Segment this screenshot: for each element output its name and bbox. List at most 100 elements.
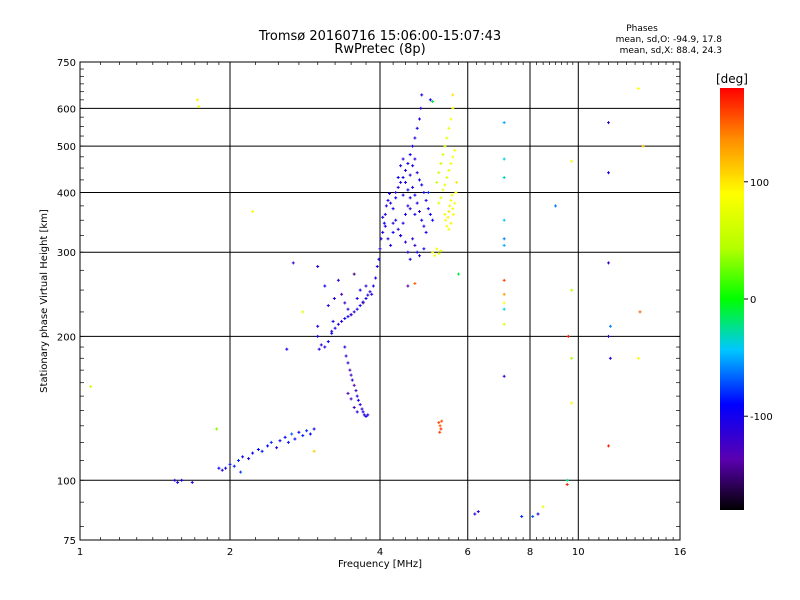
data-point — [384, 204, 388, 208]
data-point — [406, 188, 410, 192]
data-point — [450, 193, 454, 197]
data-point — [641, 144, 645, 148]
data-point — [424, 198, 428, 202]
data-point — [447, 126, 451, 130]
data-point — [502, 301, 506, 305]
data-point — [364, 414, 368, 418]
data-point — [364, 297, 368, 300]
data-point — [502, 374, 506, 378]
data-point — [352, 383, 356, 387]
data-point — [406, 162, 410, 165]
stats-line-x: mean, sd,X: 88.4, 24.3 — [620, 46, 722, 56]
data-point — [411, 164, 415, 168]
data-point — [378, 247, 382, 251]
data-point — [420, 183, 424, 187]
data-point — [422, 224, 426, 228]
data-point — [215, 427, 219, 431]
data-point — [269, 440, 273, 444]
x-axis-label: Frequency [MHz] — [338, 559, 422, 570]
data-point — [349, 397, 353, 401]
data-point — [176, 480, 180, 484]
data-point — [415, 250, 419, 254]
data-point — [361, 410, 365, 414]
data-point — [344, 354, 348, 358]
chart-title: Tromsø 20160716 15:06:00-15:07:43 — [258, 29, 501, 44]
data-point — [554, 204, 557, 208]
data-point — [502, 157, 506, 161]
data-point — [355, 410, 359, 414]
stats-line-o: mean, sd,O: -94.9, 17.8 — [616, 35, 723, 45]
data-point — [379, 237, 383, 241]
data-points — [89, 87, 645, 518]
data-point — [502, 292, 506, 296]
data-point — [451, 93, 455, 97]
data-point — [374, 276, 378, 280]
data-point — [275, 446, 279, 450]
data-point — [431, 100, 435, 103]
data-point — [386, 237, 390, 241]
data-point — [608, 356, 612, 360]
data-point — [312, 449, 316, 453]
plot-frame — [79, 61, 681, 541]
data-point — [444, 218, 448, 222]
data-point — [232, 464, 236, 468]
colorbar — [720, 88, 744, 510]
data-point — [408, 173, 412, 177]
data-point — [608, 324, 612, 328]
data-point — [350, 378, 354, 382]
data-point — [401, 176, 405, 179]
data-point — [343, 317, 347, 320]
y-tick-label: 400 — [57, 188, 76, 199]
colorbar-ticks: 100 0 -100 — [744, 178, 773, 423]
data-point — [415, 171, 419, 175]
data-point — [366, 413, 370, 417]
data-point — [346, 361, 350, 365]
data-point — [413, 212, 417, 216]
data-point — [368, 290, 372, 294]
data-point — [448, 204, 452, 208]
data-point — [316, 334, 320, 338]
data-point — [301, 434, 305, 438]
data-point — [413, 157, 417, 161]
data-point — [293, 437, 297, 441]
data-point — [399, 164, 403, 168]
data-point — [426, 191, 430, 194]
data-point — [520, 515, 524, 518]
data-point — [382, 221, 386, 225]
data-point — [570, 356, 574, 360]
data-point — [439, 427, 443, 431]
y-tick-label: 750 — [57, 58, 76, 69]
data-point — [316, 265, 320, 268]
data-point — [340, 292, 344, 296]
data-point — [326, 340, 330, 344]
data-point — [394, 196, 398, 200]
data-point — [366, 293, 370, 297]
data-point — [173, 478, 177, 482]
data-point — [388, 192, 391, 195]
data-point — [565, 478, 569, 482]
data-point — [404, 212, 407, 216]
data-point — [336, 322, 340, 326]
data-point — [445, 224, 449, 228]
data-point — [356, 398, 360, 402]
data-point — [453, 148, 457, 152]
data-point — [217, 466, 221, 470]
data-point — [401, 221, 405, 225]
data-point — [449, 162, 453, 165]
data-point — [502, 278, 506, 282]
data-point — [346, 391, 350, 395]
data-point — [377, 257, 381, 261]
data-point — [375, 265, 379, 268]
data-point — [502, 307, 506, 311]
data-point — [451, 106, 455, 110]
data-point — [424, 230, 428, 234]
data-point — [297, 430, 301, 434]
data-point — [349, 313, 353, 317]
data-point — [340, 319, 344, 323]
data-point — [239, 470, 243, 474]
data-point — [502, 121, 506, 125]
data-point — [180, 478, 184, 482]
data-point — [290, 432, 294, 436]
data-point — [455, 180, 459, 184]
